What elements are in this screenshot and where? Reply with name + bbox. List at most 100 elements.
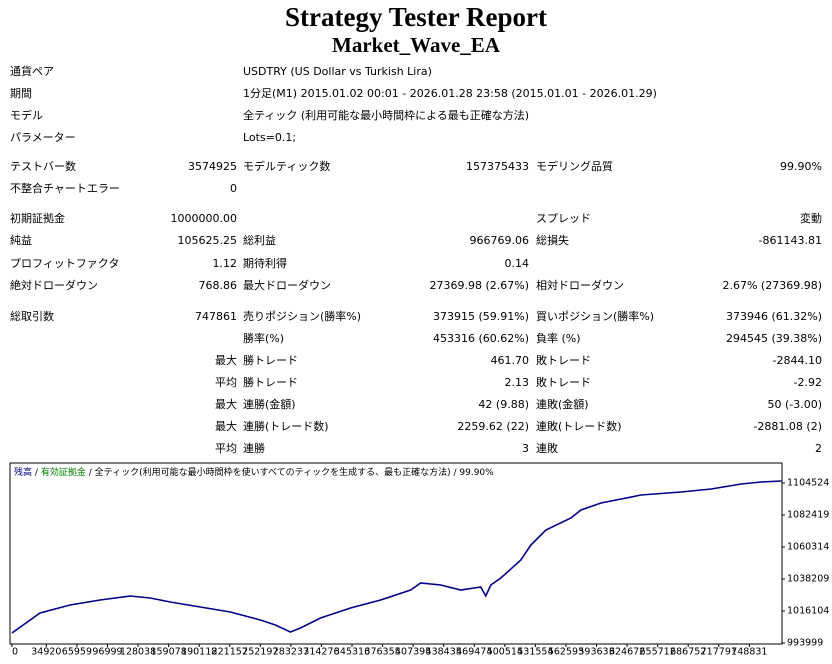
stat-value: -2881.08 (2) (753, 420, 822, 433)
stat-value: 0 (230, 182, 237, 195)
stat-label: 連敗 (536, 441, 558, 455)
stat-value: 461.70 (491, 354, 530, 367)
stat-value: 2.67% (27369.98) (722, 279, 822, 292)
x-tick-label: 0 (12, 647, 18, 658)
stat-value: 453316 (60.62%) (433, 332, 529, 345)
info-value: 1分足(M1) 2015.01.02 00:01 - 2026.01.28 23… (243, 87, 657, 100)
stat-value: 最大 (215, 419, 237, 433)
stat-label: 総損失 (536, 233, 569, 247)
stat-value: 99.90% (780, 160, 822, 173)
stat-value: 3 (522, 442, 529, 455)
separator: / (35, 468, 39, 478)
info-label: パラメーター (10, 131, 76, 144)
stat-label: プロフィットファクタ (10, 257, 119, 270)
y-tick-label: 1016104 (787, 606, 829, 617)
stat-value: 0.14 (505, 257, 530, 270)
x-tick-label: 469474 (456, 647, 492, 658)
x-tick-label: 345316 (334, 647, 370, 658)
x-tick-label: 376355 (364, 647, 400, 658)
stat-label: 勝率(%) (243, 331, 284, 345)
stat-label: 連勝(金額) (243, 397, 296, 411)
x-tick-label: 96999 (92, 647, 122, 658)
stat-value: 2.13 (505, 376, 530, 389)
stat-value: 768.86 (199, 279, 238, 292)
stat-value: 1000000.00 (171, 212, 237, 225)
stat-value: 3574925 (188, 160, 237, 173)
stat-value: 変動 (800, 211, 822, 225)
legend-balance: 残高 (14, 466, 32, 478)
y-tick-label: 1104524 (787, 478, 829, 489)
x-tick-label: 252197 (242, 647, 278, 658)
x-tick-label: 500514 (487, 647, 523, 658)
x-tick-label: 65959 (62, 647, 92, 658)
model-label: 全ティック(利用可能な最小時間枠を使いすべてのティックを生成する、最も正確な方法… (95, 466, 451, 478)
x-tick-label: 655712 (640, 647, 676, 658)
info-label: 期間 (10, 87, 32, 100)
stat-label: 絶対ドローダウン (10, 278, 98, 292)
info-value: 全ティック (利用可能な最小時間枠による最も正確な方法) (243, 108, 529, 122)
x-tick-label: 717791 (701, 647, 737, 658)
stat-value: -2844.10 (773, 354, 822, 367)
stat-value: 747861 (195, 310, 237, 323)
separator: / (89, 468, 93, 478)
x-tick-label: 221157 (212, 647, 248, 658)
stat-value: 平均 (215, 376, 237, 389)
x-tick-label: 34920 (31, 647, 61, 658)
stat-label: 相対ドローダウン (536, 278, 624, 292)
stat-label: 期待利得 (243, 256, 287, 270)
x-tick-label: 159078 (150, 647, 186, 658)
stat-value: 157375433 (466, 160, 529, 173)
stat-value: 373915 (59.91%) (433, 310, 529, 323)
stat-label: 勝トレード (243, 375, 298, 389)
x-tick-label: 593633 (578, 647, 614, 658)
info-value: Lots=0.1; (243, 131, 296, 144)
x-tick-label: 624672 (609, 647, 645, 658)
stat-value: 105625.25 (178, 234, 238, 247)
x-tick-label: 128038 (120, 647, 156, 658)
stat-value: 最大 (215, 397, 237, 411)
stat-label: 不整合チャートエラー (10, 181, 120, 195)
stat-label: 最大ドローダウン (243, 278, 331, 292)
legend-equity: 有効証拠金 (41, 466, 86, 478)
stat-label: 初期証拠金 (10, 211, 65, 225)
stat-label: 勝トレード (243, 353, 298, 367)
stat-value: 2259.62 (22) (457, 420, 529, 433)
stat-label: 連敗(金額) (536, 397, 589, 411)
separator: / (453, 468, 457, 478)
stat-label: テストバー数 (10, 160, 76, 173)
x-tick-label: 283237 (273, 647, 309, 658)
stat-label: 敗トレード (536, 353, 591, 367)
stat-value: 966769.06 (470, 234, 530, 247)
stat-value: 27369.98 (2.67%) (429, 279, 529, 292)
y-tick-label: 1082419 (787, 510, 829, 521)
y-tick-label: 993999 (787, 638, 823, 649)
stat-label: 総取引数 (10, 309, 54, 323)
stat-value: -2.92 (794, 376, 822, 389)
y-tick-label: 1060314 (787, 542, 829, 553)
info-label: モデル (10, 108, 43, 122)
x-tick-label: 407395 (395, 647, 431, 658)
x-tick-label: 686752 (670, 647, 706, 658)
stat-value: 平均 (215, 442, 237, 455)
quality-label: 99.90% (459, 468, 494, 478)
chart-frame (9, 462, 783, 645)
stat-label: 負率 (%) (536, 331, 581, 345)
stat-value: -861143.81 (759, 234, 822, 247)
stat-label: 買いポジション(勝率%) (536, 309, 654, 323)
y-tick-label: 1038209 (787, 574, 829, 585)
info-value: USDTRY (US Dollar vs Turkish Lira) (243, 65, 432, 78)
x-tick-label: 438435 (426, 647, 462, 658)
stat-value: 50 (-3.00) (767, 398, 822, 411)
balance-line (11, 480, 782, 634)
stat-value: 2 (815, 442, 822, 455)
stat-label: 連敗(トレード数) (536, 419, 622, 433)
x-tick-label: 531554 (517, 647, 553, 658)
chart-header: 残高 / 有効証拠金 / 全ティック(利用可能な最小時間枠を使いすべてのティック… (14, 466, 494, 478)
stat-label: 売りポジション(勝率%) (243, 309, 361, 323)
stat-value: 373946 (61.32%) (726, 310, 822, 323)
stat-label: 連勝(トレード数) (243, 419, 329, 433)
stat-label: モデリング品質 (536, 159, 613, 173)
stat-value: 42 (9.88) (478, 398, 529, 411)
